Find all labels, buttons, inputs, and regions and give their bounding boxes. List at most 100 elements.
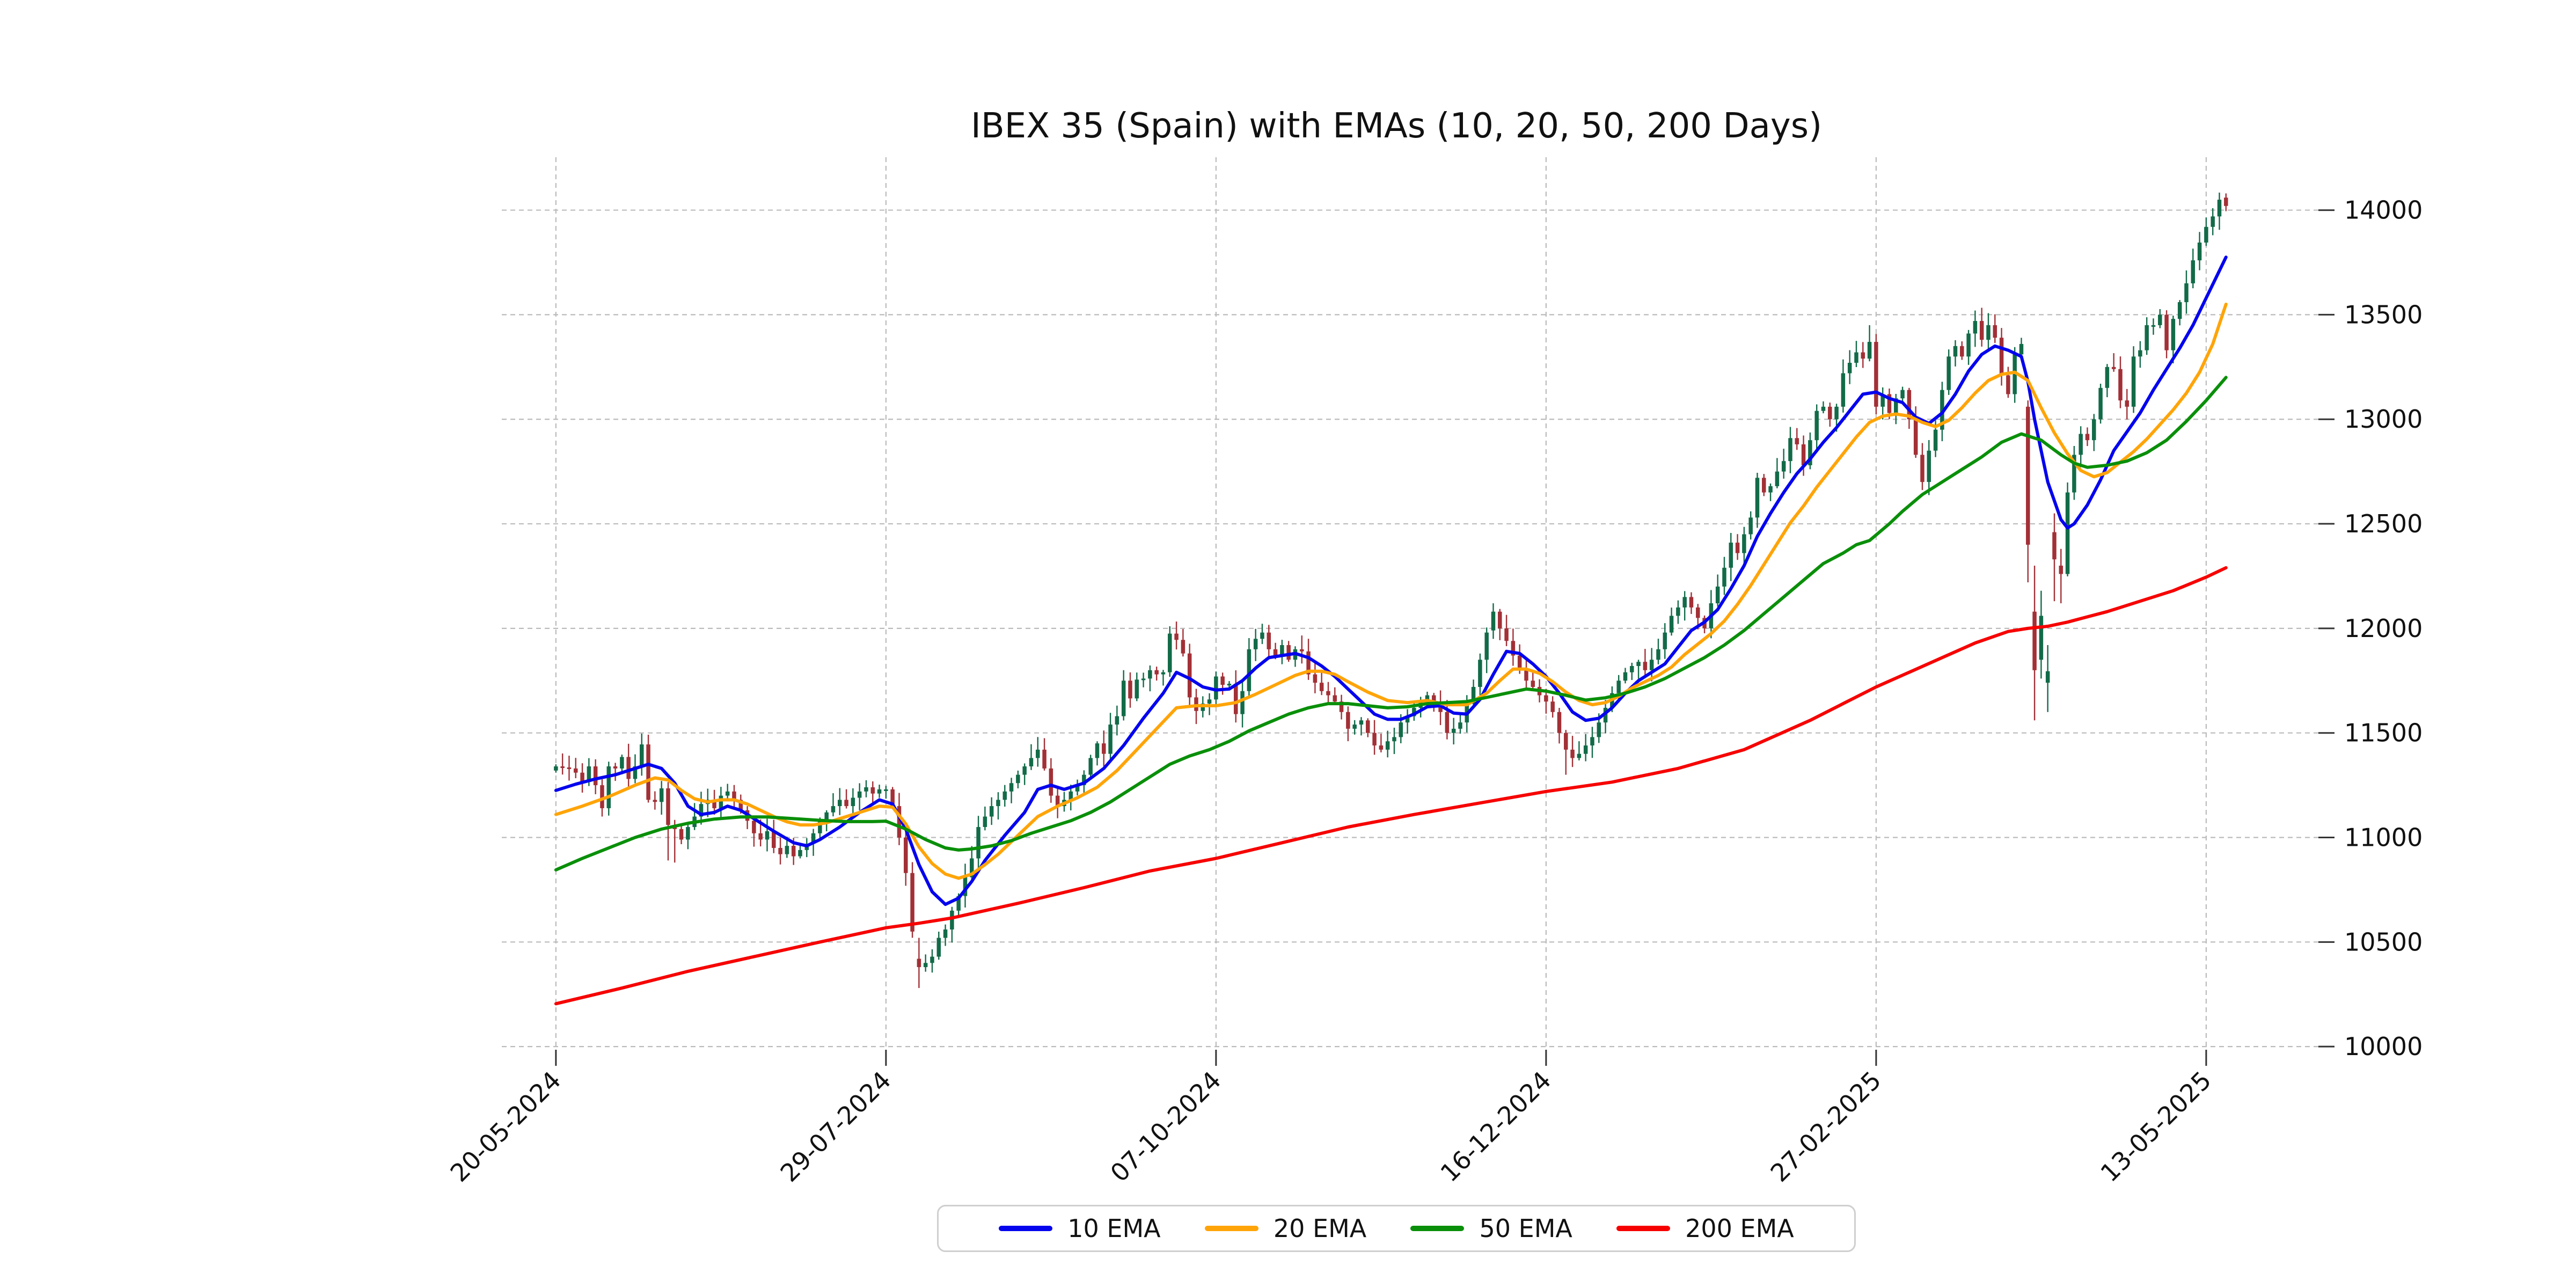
- candle-down: [738, 800, 743, 810]
- candle-up: [1597, 722, 1601, 737]
- candle-up: [1722, 567, 1726, 587]
- candle-up: [989, 806, 994, 817]
- candle-down: [593, 766, 598, 786]
- candle-up: [1075, 785, 1080, 792]
- x-tick-label: 27-02-2025: [1765, 1066, 1886, 1188]
- candle-down: [2059, 565, 2063, 574]
- candle-up: [2151, 325, 2156, 327]
- candle-down: [1795, 438, 1799, 444]
- candle-up: [1168, 633, 1172, 672]
- x-tick-label: 20-05-2024: [444, 1066, 566, 1188]
- candle-up: [1399, 722, 1403, 737]
- candle-down: [1999, 338, 2004, 376]
- candle-down: [1313, 674, 1318, 683]
- candle-up: [1603, 707, 1608, 723]
- candle-up: [1768, 486, 1773, 493]
- candle-up: [785, 846, 789, 854]
- ema20-line: [554, 302, 2228, 880]
- candle-up: [1135, 679, 1139, 699]
- candle-down: [1907, 390, 1912, 420]
- candle-up: [659, 788, 664, 802]
- candle-up: [2105, 367, 2110, 388]
- candle-up: [1900, 390, 1905, 399]
- candle-down: [1187, 653, 1192, 698]
- candle-up: [1748, 517, 1753, 535]
- candle-up: [798, 850, 802, 857]
- y-tick-label: 12500: [2344, 509, 2423, 538]
- candle-up: [1036, 749, 1040, 758]
- candle-up: [1676, 607, 1680, 616]
- candle-up: [1894, 398, 1898, 413]
- candle-up: [2171, 319, 2176, 350]
- candle-up: [2019, 343, 2024, 355]
- candle-up: [640, 744, 644, 767]
- candle-up: [1247, 649, 1252, 691]
- ema200-line-swatch: [1616, 1226, 1671, 1231]
- candle-up: [1082, 774, 1086, 786]
- candle-up: [1682, 597, 1687, 608]
- candle-down: [1544, 695, 1548, 702]
- candle-up: [1927, 450, 1931, 482]
- candle-down: [752, 821, 756, 833]
- candle-down: [1735, 543, 1740, 553]
- candle-down: [1319, 683, 1324, 691]
- candle-up: [2098, 387, 2103, 420]
- candle-up: [1471, 686, 1476, 704]
- candle-down: [580, 772, 584, 782]
- candle-down: [1273, 649, 1278, 656]
- candle-up: [1841, 373, 1846, 407]
- candle-down: [2085, 434, 2090, 441]
- candle-up: [1385, 741, 1390, 750]
- candle-down: [1960, 346, 1964, 357]
- candle-down: [1531, 680, 1535, 687]
- candle-up: [1986, 325, 1990, 340]
- candle-up: [1933, 429, 1938, 451]
- candle-up: [811, 833, 816, 844]
- candle-up: [1425, 695, 1430, 702]
- candle-up: [1966, 333, 1971, 357]
- candle-up: [2138, 350, 2142, 357]
- candle-down: [1643, 662, 1648, 670]
- candle-down: [560, 766, 565, 769]
- candle-down: [1498, 611, 1502, 628]
- candle-up: [2145, 325, 2149, 350]
- candle-up: [1616, 680, 1621, 693]
- ema20-line-swatch: [1204, 1226, 1258, 1231]
- candle-up: [1775, 471, 1780, 486]
- legend-item-ema200: 200 EMA: [1616, 1214, 1794, 1243]
- candle-up: [2065, 492, 2070, 574]
- candle-down: [1445, 712, 1450, 733]
- candle-down: [2224, 197, 2228, 206]
- candle-down: [1828, 406, 1832, 420]
- candle-down: [1346, 712, 1350, 729]
- chart-title: IBEX 35 (Spain) with EMAs (10, 20, 50, 2…: [970, 106, 1823, 146]
- candle-down: [666, 788, 670, 825]
- candle-up: [1814, 411, 1819, 441]
- candle-up: [699, 804, 704, 817]
- candle-up: [1484, 632, 1489, 660]
- candle-up: [1973, 321, 1978, 334]
- candle-up: [1121, 680, 1126, 716]
- candle-down: [1801, 444, 1806, 465]
- candle-up: [950, 910, 954, 930]
- legend-item-ema50: 50 EMA: [1410, 1214, 1572, 1243]
- candle-up: [554, 766, 558, 771]
- candle-down: [653, 800, 657, 802]
- candle-up: [1847, 363, 1852, 374]
- candle-up: [1016, 774, 1020, 784]
- candle-down: [1564, 733, 1568, 750]
- candle-down: [1042, 749, 1046, 769]
- candle-down: [1055, 795, 1060, 807]
- candle-down: [1379, 745, 1384, 750]
- candle-down: [2118, 369, 2123, 401]
- ema50-line: [554, 376, 2228, 872]
- candle-up: [1583, 745, 1588, 754]
- candle-down: [1267, 632, 1271, 649]
- candle-up: [818, 821, 822, 833]
- candle-up: [976, 827, 980, 859]
- candle-up: [936, 938, 941, 957]
- candle-up: [1095, 743, 1100, 758]
- candle-down: [2032, 611, 2037, 670]
- candle-up: [1253, 639, 1258, 649]
